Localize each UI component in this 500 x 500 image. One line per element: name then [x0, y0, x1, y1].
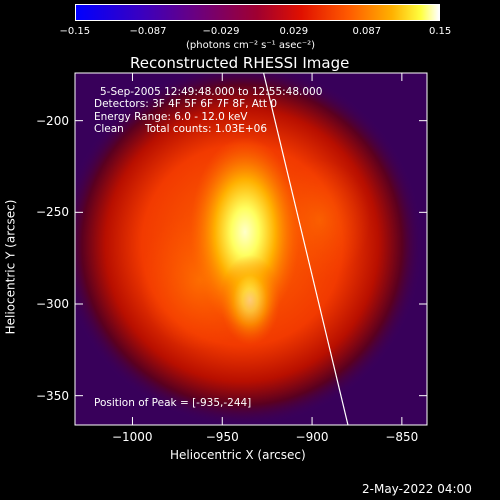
colorbar-tick-label: 0.029 [279, 26, 309, 37]
colorbar-tick-label: −0.15 [59, 26, 91, 37]
x-tick-label: −1000 [111, 430, 153, 444]
annotation-detectors: Detectors: 3F 4F 5F 6F 7F 8F, Att 0 [94, 98, 278, 110]
solar-limb-line [262, 73, 349, 425]
chart-title: Reconstructed RHESSI Image [130, 54, 350, 72]
y-axis-label: Heliocentric Y (arcsec) [3, 199, 18, 335]
x-tick-label: −900 [295, 430, 329, 444]
plot-frame [74, 72, 428, 426]
colorbar [75, 4, 440, 21]
colorbar-tick-label: 0.15 [429, 26, 452, 37]
peak-source-extension [220, 255, 280, 345]
colorbar-tick-label: −0.087 [129, 26, 167, 37]
y-tick-label: −350 [36, 388, 69, 403]
annotation-clean: Clean [94, 123, 124, 135]
x-axis-label: Heliocentric X (arcsec) [170, 448, 306, 462]
annotation-energy: Energy Range: 6.0 - 12.0 keV [94, 111, 248, 123]
footer-date: 2-May-2022 04:00 [362, 482, 472, 496]
x-tick-label: −950 [205, 430, 239, 444]
y-tick-label: −200 [36, 113, 69, 128]
annotation-time-range: 5-Sep-2005 12:49:48.000 to 12:55:48.000 [100, 86, 323, 98]
colorbar-tick-label: 0.087 [352, 26, 382, 37]
y-tick-label: −300 [36, 297, 69, 311]
x-tick-label: −850 [385, 430, 419, 444]
annotation-total-counts: Total counts: 1.03E+06 [145, 123, 268, 135]
colorbar-tick-label: −0.029 [202, 26, 240, 37]
y-tick-label: −250 [36, 205, 69, 220]
axis-ticks [75, 73, 427, 425]
colorbar-unit-label: (photons cm⁻² s⁻¹ asec⁻²) [186, 40, 316, 51]
annotation-peak-position: Position of Peak = [-935,-244] [94, 397, 252, 409]
